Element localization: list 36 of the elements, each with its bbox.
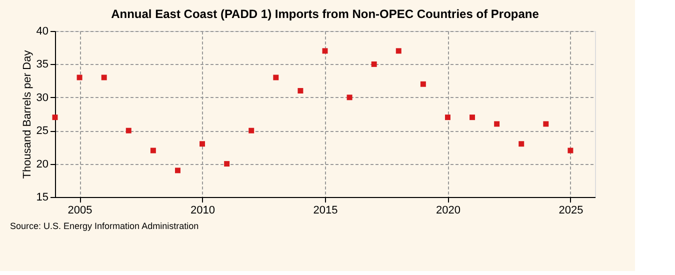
x-tick-label: 2015 — [313, 204, 338, 216]
point — [543, 121, 549, 127]
chart-title: Annual East Coast (PADD 1) Imports from Non-OPEC Countries of Propane — [111, 7, 540, 21]
point — [518, 141, 524, 147]
point — [494, 121, 500, 127]
point — [470, 114, 476, 120]
point — [322, 48, 328, 54]
point — [248, 128, 254, 134]
source-note: Source: U.S. Energy Information Administration — [10, 221, 199, 231]
x-tick-label: 2020 — [436, 204, 460, 216]
y-tick-label: 35 — [36, 58, 48, 71]
point — [101, 74, 107, 80]
point — [420, 81, 426, 87]
y-axis-title: Thousand Barrels per Day — [21, 50, 34, 179]
point — [371, 61, 377, 67]
point — [396, 48, 402, 54]
point — [568, 148, 574, 154]
y-tick-label: 25 — [36, 125, 48, 138]
y-tick-label: 20 — [36, 158, 48, 170]
point — [298, 88, 304, 94]
y-tick-label: 30 — [36, 92, 48, 104]
point — [174, 168, 180, 174]
point — [76, 74, 82, 80]
x-tick-label: 2010 — [190, 204, 216, 216]
x-tick-label: 2025 — [558, 204, 584, 216]
point — [150, 148, 156, 154]
point — [346, 94, 352, 100]
point — [444, 114, 450, 120]
y-tick-label: 15 — [36, 192, 48, 204]
x-tick-label: 2005 — [68, 204, 92, 216]
point — [126, 128, 132, 134]
point — [200, 141, 206, 147]
point — [224, 161, 230, 167]
point — [52, 114, 58, 120]
y-tick-label: 40 — [36, 26, 48, 38]
point — [273, 74, 279, 80]
